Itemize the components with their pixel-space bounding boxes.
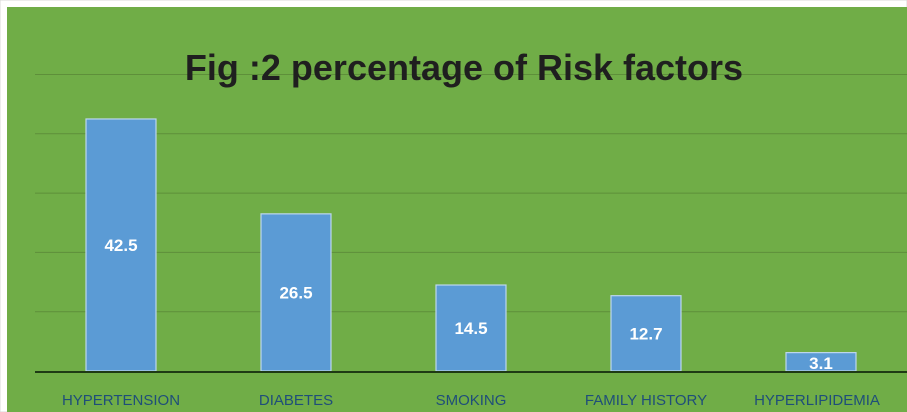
bar-smoking [435, 284, 507, 372]
bar-diabetes [260, 213, 332, 372]
data-labels: 42.5 26.5 14.5 12.7 3.1 [104, 236, 832, 373]
category-label: HYPERTENSION [62, 392, 180, 409]
bar-family-history [610, 295, 682, 372]
category-label: DIABETES [259, 392, 333, 409]
data-label: 12.7 [629, 324, 662, 343]
category-label: HYPERLIPIDEMIA [754, 392, 880, 409]
chart-title: Fig :2 percentage of Risk factors [185, 47, 743, 88]
category-labels: HYPERTENSION DIABETES SMOKING FAMILY HISTOR… [62, 392, 880, 409]
bars [85, 118, 857, 372]
data-label: 3.1 [809, 354, 833, 373]
category-label: SMOKING [436, 392, 507, 409]
data-label: 26.5 [279, 283, 312, 302]
data-label: 42.5 [104, 236, 137, 255]
bar-hypertension [85, 118, 157, 372]
data-label: 14.5 [454, 319, 487, 338]
category-label: FAMILY HISTORY [585, 392, 707, 409]
